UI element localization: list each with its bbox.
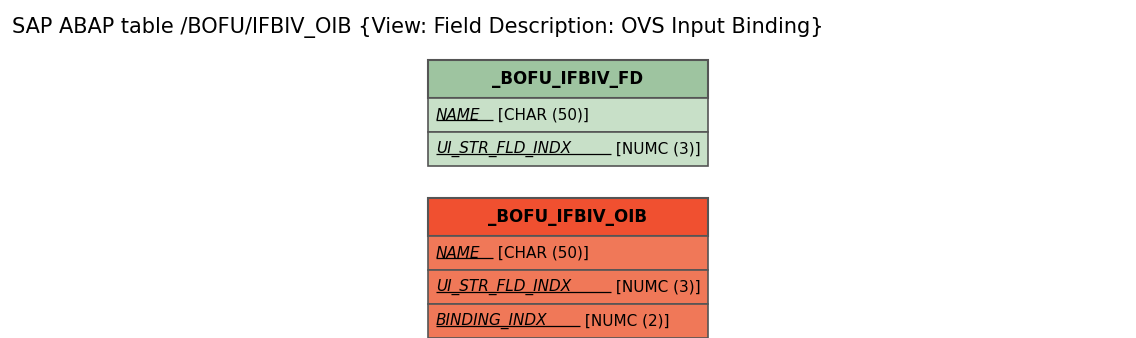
Bar — [428, 98, 708, 132]
Bar — [428, 198, 708, 236]
Text: _BOFU_IFBIV_OIB: _BOFU_IFBIV_OIB — [488, 208, 648, 226]
Bar — [428, 304, 708, 338]
Text: NAME: NAME — [436, 245, 481, 261]
Text: [CHAR (50)]: [CHAR (50)] — [493, 107, 590, 122]
Text: _BOFU_IFBIV_FD: _BOFU_IFBIV_FD — [492, 70, 644, 88]
Text: [CHAR (50)]: [CHAR (50)] — [493, 245, 590, 261]
Text: BINDING_INDX: BINDING_INDX — [436, 313, 548, 329]
Text: UI_STR_FLD_INDX: UI_STR_FLD_INDX — [436, 141, 571, 157]
Bar — [428, 270, 708, 304]
Text: NAME: NAME — [436, 107, 481, 122]
Text: [NUMC (3)]: [NUMC (3)] — [610, 142, 700, 156]
Text: [NUMC (2)]: [NUMC (2)] — [580, 314, 669, 329]
Text: SAP ABAP table /BOFU/IFBIV_OIB {View: Field Description: OVS Input Binding}: SAP ABAP table /BOFU/IFBIV_OIB {View: Fi… — [12, 18, 824, 39]
Bar — [428, 132, 708, 166]
Text: [NUMC (3)]: [NUMC (3)] — [610, 280, 700, 294]
Bar — [428, 236, 708, 270]
Bar — [428, 60, 708, 98]
Text: UI_STR_FLD_INDX: UI_STR_FLD_INDX — [436, 279, 571, 295]
